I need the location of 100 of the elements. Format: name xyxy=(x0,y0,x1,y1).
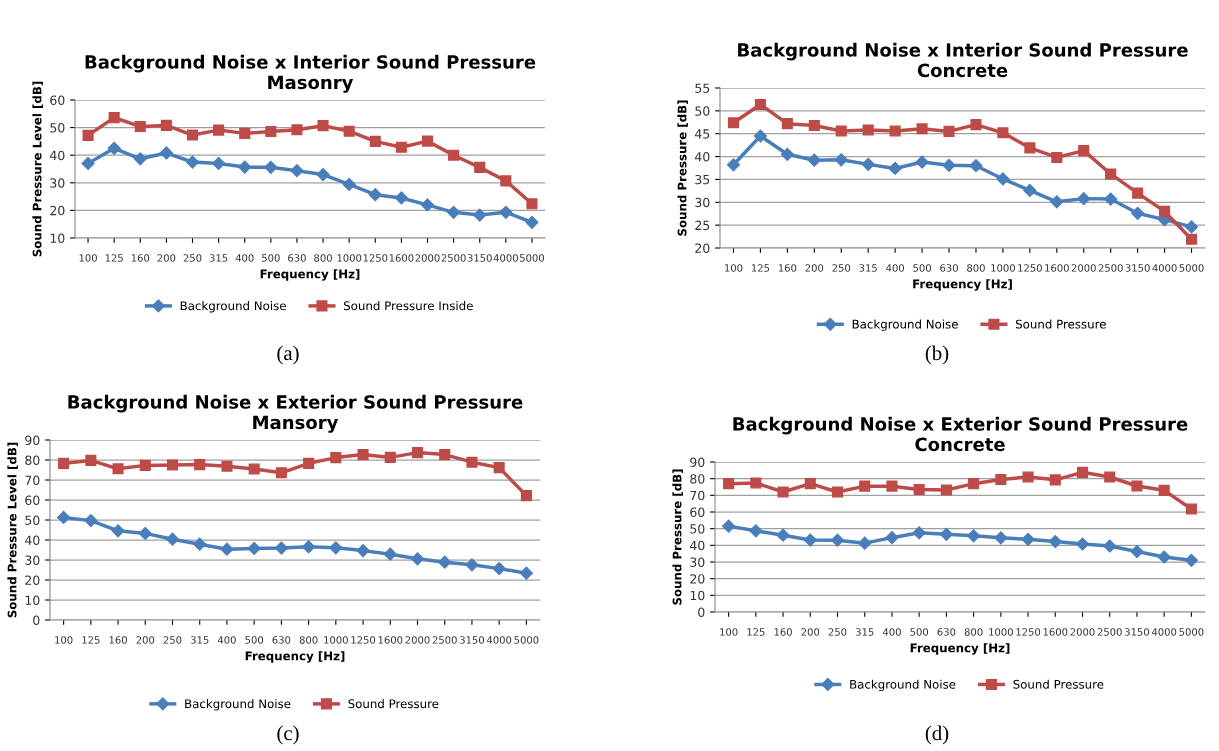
point xyxy=(1103,539,1117,553)
point xyxy=(723,478,735,490)
x-tick-label: 315 xyxy=(855,628,874,636)
point xyxy=(526,198,538,210)
legend-label: Background Noise xyxy=(852,319,958,331)
point xyxy=(1076,466,1089,478)
point xyxy=(108,112,120,124)
point xyxy=(1159,205,1171,217)
point xyxy=(138,526,152,540)
x-tick-label: 800 xyxy=(299,636,318,644)
point xyxy=(859,480,871,492)
x-tick-label: 3150 xyxy=(1125,264,1150,272)
point xyxy=(420,198,435,212)
x-tick-label: 4000 xyxy=(493,254,518,262)
point xyxy=(776,528,790,542)
point xyxy=(1022,471,1034,483)
x-tick-label: 100 xyxy=(79,254,97,262)
x-tick-label: 2500 xyxy=(432,636,457,644)
x-tick-label: 800 xyxy=(964,628,983,636)
x-tick-label: 4000 xyxy=(1152,264,1177,272)
point xyxy=(940,484,952,496)
point xyxy=(84,514,98,528)
point xyxy=(994,531,1008,545)
point xyxy=(500,175,512,187)
y-tick-label: 20 xyxy=(25,575,40,585)
point xyxy=(290,164,304,178)
point xyxy=(1021,532,1035,546)
point xyxy=(411,447,424,459)
point xyxy=(1077,192,1091,206)
text: (c) xyxy=(277,725,299,745)
x-tick-label: 160 xyxy=(131,254,150,262)
x-tick-label: 5000 xyxy=(1179,628,1204,636)
point xyxy=(291,124,303,136)
point xyxy=(862,124,874,136)
point xyxy=(889,125,901,137)
y-tick-label: 35 xyxy=(695,174,710,185)
point xyxy=(221,460,233,472)
x-tick-label: 1000 xyxy=(324,636,348,644)
y-tick-label: 10 xyxy=(690,590,705,601)
point xyxy=(112,463,124,475)
point xyxy=(166,459,179,471)
x-tick-label: 2000 xyxy=(1070,628,1095,636)
y-tick-label: 40 xyxy=(689,540,705,551)
x-tick-label: 400 xyxy=(886,264,905,272)
point xyxy=(967,529,981,543)
point xyxy=(915,155,929,169)
x-tick-label: 315 xyxy=(859,264,877,272)
point xyxy=(861,157,875,171)
point xyxy=(474,161,486,173)
point xyxy=(916,123,928,135)
x-tick-label: 2500 xyxy=(1098,264,1123,272)
point xyxy=(750,477,762,489)
x-tick-label: 4000 xyxy=(486,636,512,644)
point xyxy=(303,457,315,469)
text: (b) xyxy=(925,345,949,365)
y-tick-label: 30 xyxy=(695,197,710,208)
x-axis-title: Frequency [Hz] xyxy=(913,279,1012,291)
point xyxy=(519,566,533,580)
point xyxy=(968,478,980,490)
x-tick-label: 2500 xyxy=(1097,628,1122,636)
point xyxy=(165,532,180,546)
x-tick-label: 3150 xyxy=(1124,628,1149,636)
point xyxy=(970,119,982,131)
point xyxy=(749,524,763,538)
x-axis-title: Frequency [Hz] xyxy=(245,651,345,663)
point xyxy=(357,449,369,461)
x-tick-label: 4000 xyxy=(1151,628,1177,636)
legend-label: Sound Pressure xyxy=(1015,319,1106,329)
point xyxy=(439,449,451,461)
point xyxy=(186,129,199,141)
point xyxy=(1185,233,1198,245)
legend-label: Sound Pressure xyxy=(1013,679,1104,689)
point xyxy=(1130,544,1144,559)
x-tick-label: 125 xyxy=(751,264,770,272)
point xyxy=(1105,168,1117,180)
point xyxy=(493,462,505,474)
y-tick-label: 20 xyxy=(50,205,65,216)
y-tick-label: 50 xyxy=(50,123,65,133)
point xyxy=(995,473,1007,486)
point xyxy=(1048,534,1062,549)
x-tick-label: 400 xyxy=(235,254,254,262)
x-tick-label: 630 xyxy=(937,628,956,636)
point xyxy=(1185,503,1197,515)
point xyxy=(57,510,71,524)
point xyxy=(969,159,983,173)
point xyxy=(808,119,820,132)
y-tick-label: 90 xyxy=(690,457,705,467)
point xyxy=(368,188,382,202)
point xyxy=(343,125,355,137)
y-tick-label: 50 xyxy=(25,515,40,525)
point xyxy=(81,156,95,171)
chart-title: Background Noise x Interior Sound Pressure Masonry xyxy=(85,54,536,93)
y-tick-label: 20 xyxy=(690,574,705,584)
point xyxy=(830,533,845,547)
x-tick-label: 1250 xyxy=(351,636,376,644)
legend-label: Background Noise xyxy=(850,679,956,692)
y-tick-label: 90 xyxy=(25,435,40,445)
x-tick-label: 100 xyxy=(55,636,73,644)
point xyxy=(111,524,125,538)
point xyxy=(1158,484,1170,496)
